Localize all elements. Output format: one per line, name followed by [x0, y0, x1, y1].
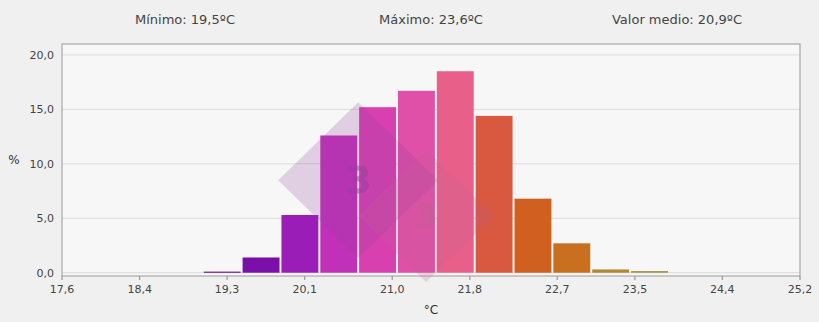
x-tick [62, 276, 63, 280]
x-tick [722, 276, 723, 280]
x-tick-label: 19,3 [215, 283, 240, 296]
x-axis-label: °C [424, 303, 438, 317]
x-tick-label: 25,2 [788, 283, 813, 296]
x-tick [227, 276, 228, 280]
x-tick [800, 276, 801, 280]
y-tick-label: 0,0 [37, 267, 55, 280]
x-tick [304, 276, 305, 280]
x-tick [139, 276, 140, 280]
y-tick-label: 10,0 [30, 158, 55, 171]
bar [281, 215, 318, 273]
x-tick-label: 24,4 [710, 283, 735, 296]
y-tick-label: 15,0 [30, 103, 55, 116]
x-tick-label: 21,0 [380, 283, 405, 296]
x-tick-label: 23,5 [623, 283, 648, 296]
subtitle: Mínimo: 19,5ºC [135, 12, 235, 27]
x-tick-label: 21,8 [458, 283, 483, 296]
bar [476, 116, 513, 273]
chart-svg: 0,0 5,0 10,0 15,0 20,0 17,6 18,4 19,3 20,1 21,0 21… [0, 0, 819, 322]
x-tick-label: 17,6 [50, 283, 75, 296]
watermark-diamond [358, 150, 494, 282]
plot-frame [62, 44, 800, 276]
bar [515, 199, 552, 273]
subtitle: Valor medio: 20,9ºC [612, 12, 742, 27]
y-tick-label: 20,0 [30, 49, 55, 62]
bar [592, 269, 629, 272]
x-tick [557, 276, 558, 280]
x-tick-label: 22,7 [545, 283, 570, 296]
x-tick [392, 276, 393, 280]
bar [553, 243, 590, 272]
chart-container: 0,0 5,0 10,0 15,0 20,0 17,6 18,4 19,3 20,1 21,0 21… [0, 0, 819, 322]
x-tick-label: 18,4 [127, 283, 152, 296]
bar [243, 257, 280, 272]
x-tick [469, 276, 470, 280]
y-tick-label: 5,0 [37, 212, 55, 225]
grid-line [62, 54, 800, 55]
x-tick-label: 20,1 [293, 283, 318, 296]
bar [204, 272, 241, 273]
y-axis-label: % [8, 153, 19, 167]
subtitle: Máximo: 23,6ºC [379, 12, 483, 27]
x-tick [634, 276, 635, 280]
page: {"chart_data": { "type": "bar", "subtitl… [0, 0, 819, 322]
watermark-text: 3 [345, 158, 371, 202]
annotations: 33 [278, 102, 494, 282]
bar [631, 271, 668, 273]
watermark-text: 3 [415, 197, 437, 235]
